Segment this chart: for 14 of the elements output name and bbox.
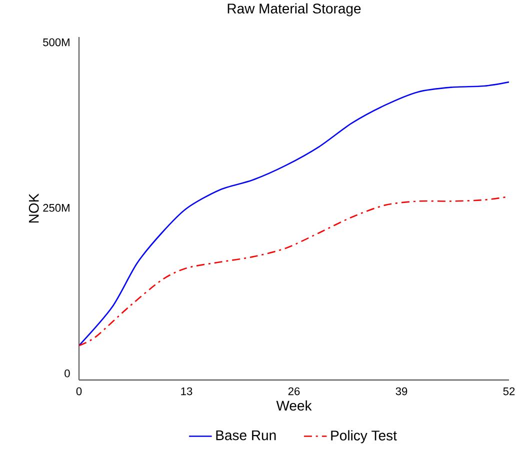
x-axis-title: Week [276,400,312,411]
line-series [79,81,509,346]
x-tick-label: 39 [396,387,408,396]
legend-label: Policy Test [331,430,397,444]
x-tick-label: 0 [76,387,82,396]
x-tick-label: 26 [288,387,300,396]
y-tick-label: 250M [43,204,70,212]
y-tick-label: 500M [43,38,70,46]
y-axis-title: NOK [28,193,39,223]
y-tick-label: 0 [64,369,70,378]
chart-title: Raw Material Storage [228,3,361,16]
x-tick-label: 13 [181,387,192,396]
legend-label: Base Run [216,430,276,440]
x-tick-label: 52 [503,387,515,396]
